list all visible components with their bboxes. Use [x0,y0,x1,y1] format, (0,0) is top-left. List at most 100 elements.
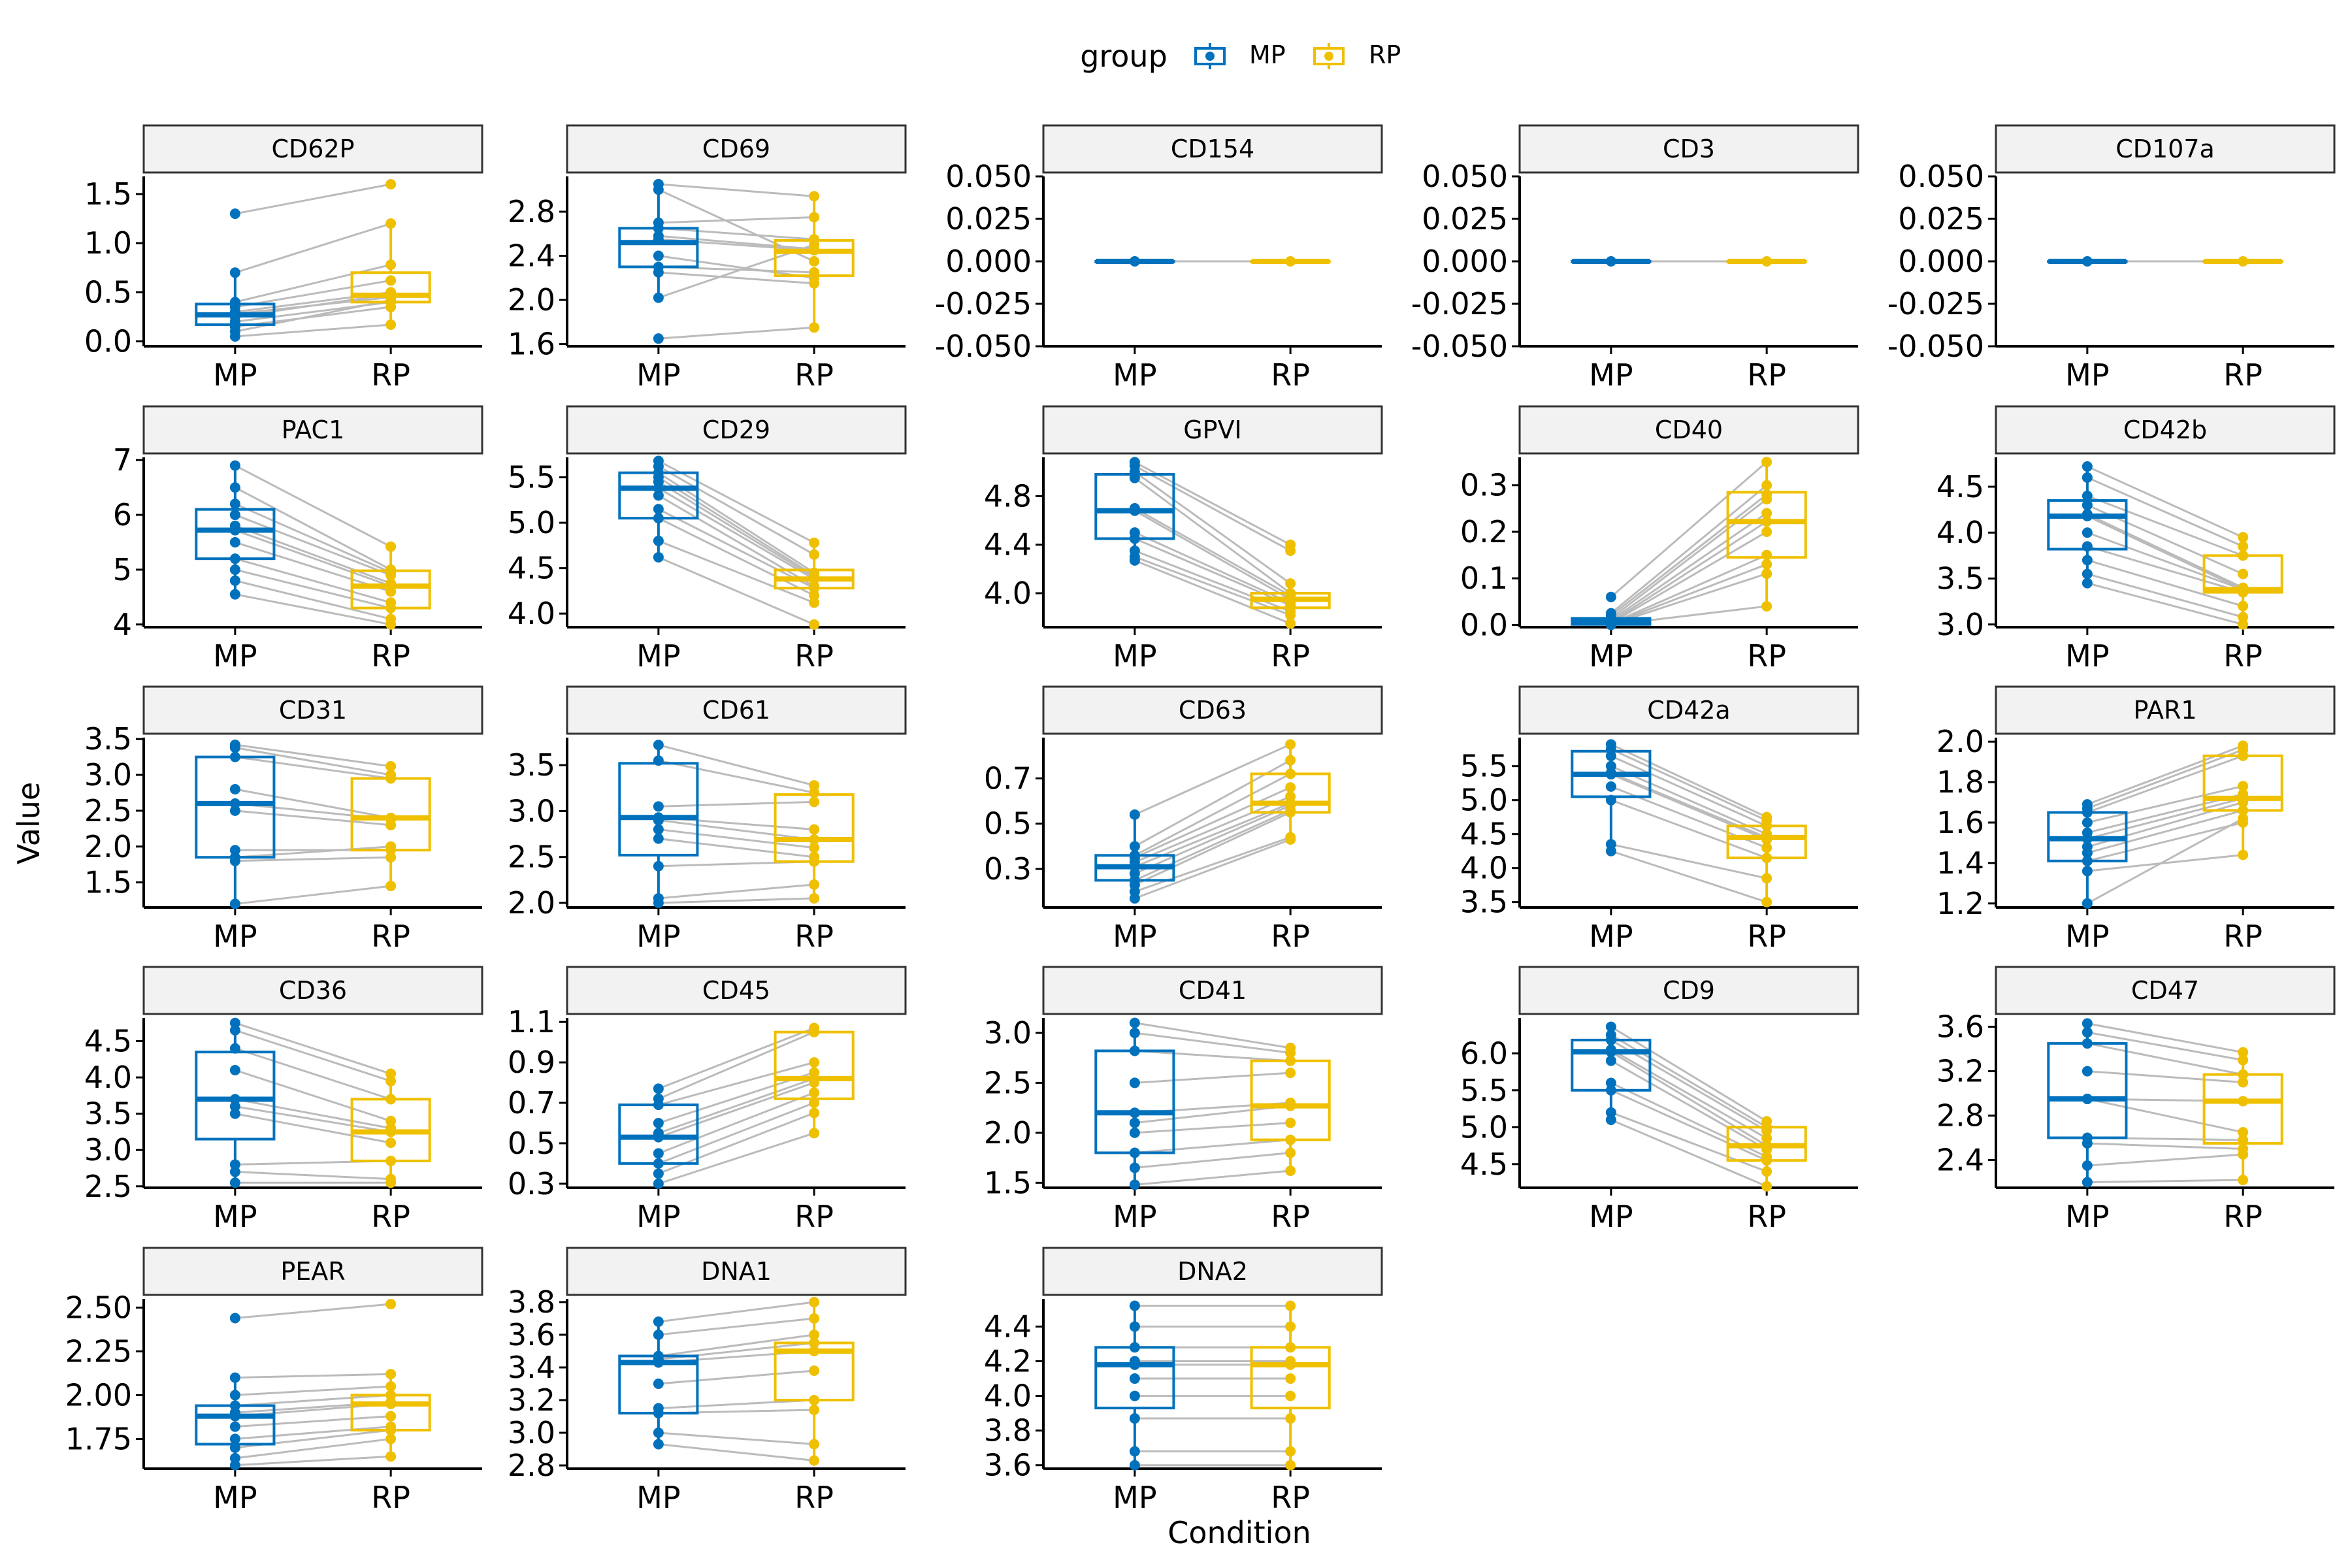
pair-line [1610,1089,1767,1162]
point-rp [809,856,820,867]
x-tick-label: RP [1747,357,1786,393]
point-mp [1605,591,1616,602]
point-rp [809,1057,820,1068]
pair-line [658,465,815,556]
pair-line [658,227,815,240]
point-rp [1285,1100,1296,1111]
y-tick-label: 2.0 [508,282,555,318]
y-tick-label: 3.8 [984,1413,1032,1448]
pair-line [1610,1051,1767,1147]
pair-line [1134,811,1291,886]
pair-line [2087,476,2244,547]
point-rp [385,319,397,330]
x-tick-label: RP [2223,357,2262,393]
point-mp [653,551,664,563]
point-rp [1285,1446,1296,1457]
point-mp [1129,1179,1140,1190]
point-mp [1129,1127,1140,1138]
point-mp [2082,541,2093,552]
point-rp [1285,768,1296,779]
y-tick-label: 0.5 [84,274,132,310]
point-mp [1129,809,1140,820]
y-tick-label: 2.0 [84,829,132,864]
y-tick-label: 4.0 [1460,851,1508,886]
y-tick-label: 2.8 [1936,1098,1984,1134]
pair-line [658,487,815,580]
x-tick-label: MP [1589,919,1633,954]
pair-line [235,845,391,858]
point-mp [1605,1085,1616,1096]
point-rp [1285,256,1296,267]
y-tick-label: 4.8 [984,478,1032,514]
pair-line [658,1443,815,1462]
pair-line [235,756,391,780]
pair-line [658,1031,815,1100]
y-tick-label: 2.5 [84,1169,132,1204]
pair-line [2087,785,2244,824]
point-rp [1761,1125,1772,1136]
point-rp [385,602,397,613]
y-tick-label: 6.0 [1460,1036,1508,1071]
point-mp [1605,1077,1616,1088]
point-rp [1761,526,1772,537]
point-rp [1761,1155,1772,1166]
point-rp [1761,559,1772,570]
point-rp [809,1365,820,1376]
pair-line [2087,1142,2244,1151]
y-tick-label: 3.0 [1936,607,1984,642]
y-tick-label: 0.2 [1460,514,1508,549]
point-mp [229,1017,240,1028]
point-rp [809,267,820,278]
pair-line [235,1047,391,1100]
pair-line [658,1077,815,1134]
x-tick-label: MP [1589,357,1633,393]
y-tick-label: 0.1 [1460,561,1508,596]
point-rp [1285,1321,1296,1332]
point-rp [809,549,820,560]
pair-line [235,788,391,819]
pair-line [1610,1026,1767,1122]
pair-line [1610,765,1767,836]
x-tick-label: MP [636,919,680,954]
point-mp [653,1178,664,1189]
point-mp [229,564,240,575]
point-mp [229,798,240,809]
point-rp [1285,1413,1296,1424]
y-tick-label: 1.6 [508,327,555,362]
pair-line [658,255,815,279]
point-rp [1285,1134,1296,1145]
x-tick-label: MP [1113,638,1156,674]
x-tick-label: MP [1113,1480,1156,1515]
panel-cd154: CD154 -0.050 -0.025 0.000 0.025 0.050 MP RP [935,124,1383,393]
pair-line [2087,559,2244,608]
point-mp [1605,1047,1616,1057]
point-rp [2238,781,2249,792]
y-tick-label: 4.4 [984,527,1032,563]
pair-line [658,1061,815,1106]
pair-line [658,508,815,589]
point-mp [653,1132,664,1143]
pair-line [1134,477,1292,595]
point-mp [653,801,664,812]
pair-line [658,183,815,197]
pair-line [658,1092,815,1154]
legend-key-box [1313,47,1345,65]
y-tick-label: 1.75 [65,1421,132,1456]
legend-label-rp: RP [1369,41,1401,69]
pair-line [1134,1169,1291,1186]
point-rp [1285,807,1296,818]
point-rp [1285,1390,1296,1401]
pair-line [235,809,391,826]
point-mp [229,1372,240,1383]
y-tick-label: 2.4 [1936,1143,1984,1178]
pair-line [658,216,815,224]
pair-line [658,828,815,849]
point-rp [809,1098,820,1108]
point-mp [2082,578,2093,589]
point-mp [653,267,664,278]
point-rp [1761,896,1772,907]
point-mp [1129,1342,1140,1353]
y-tick-label: 5.0 [508,505,555,540]
point-mp [2082,1027,2093,1038]
point-rp [385,1068,397,1079]
